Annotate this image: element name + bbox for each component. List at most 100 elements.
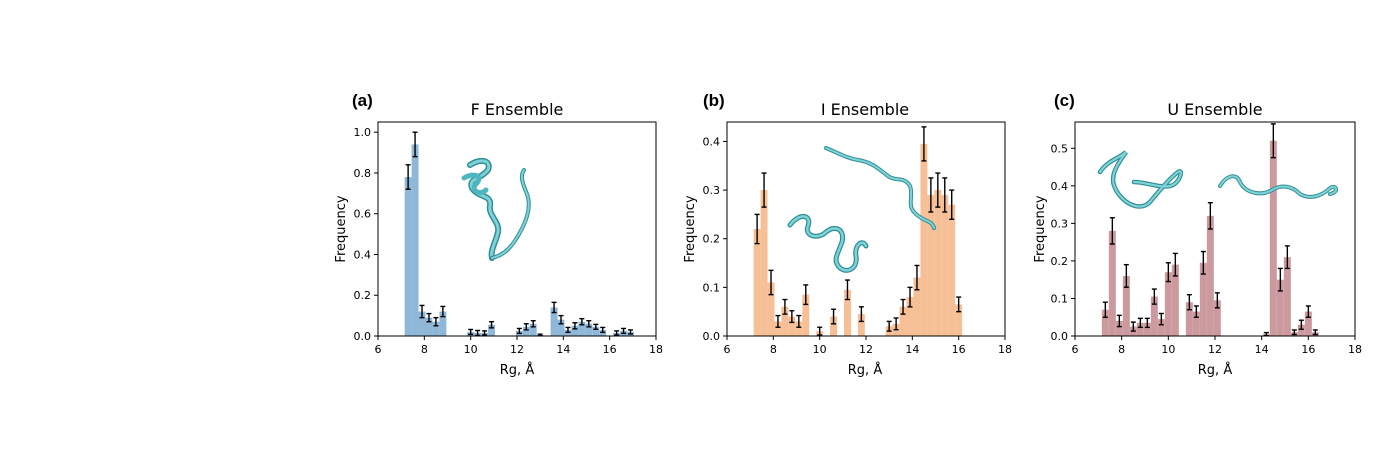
bar-u	[1157, 319, 1165, 336]
panel-u-ensemble: (c) U Ensemble Rg, Å Frequency 6 8 10 12 14 1…	[1033, 91, 1362, 378]
error-bar-u	[1284, 245, 1290, 270]
bar-u	[1192, 311, 1200, 336]
bar-f	[578, 321, 586, 336]
y-tick-label: 0.4	[1051, 180, 1069, 193]
bar-i	[920, 143, 928, 336]
error-bar-u	[1102, 301, 1108, 318]
y-tick-label: 0.5	[1051, 142, 1069, 155]
error-bar-i	[935, 172, 941, 208]
error-bar-i	[796, 314, 802, 328]
x-tick-label: 10	[464, 343, 478, 356]
bar-i	[948, 204, 956, 336]
bar-u	[1101, 309, 1109, 336]
x-tick-label: 18	[998, 343, 1012, 356]
error-bar-i	[803, 284, 809, 306]
error-bar-f	[565, 326, 571, 334]
error-bar-i	[789, 310, 795, 324]
x-tick-label: 12	[510, 343, 524, 356]
bar-i	[767, 282, 775, 336]
error-bar-u	[1312, 329, 1318, 336]
y-tick-label: 0.2	[1051, 255, 1069, 268]
y-tick-label: 0.4	[354, 248, 372, 261]
error-bar-u	[1207, 202, 1213, 230]
x-axis-label-f: Rg, Å	[500, 362, 535, 378]
y-axis-label-f: Frequency	[334, 195, 349, 262]
bar-i	[899, 306, 907, 336]
plot-frame	[377, 121, 657, 337]
bar-u	[1213, 300, 1221, 336]
bar-f	[418, 311, 426, 336]
bar-i	[788, 316, 796, 336]
x-tick-label: 16	[603, 343, 617, 356]
y-tick-label: 0.2	[703, 233, 721, 246]
error-bar-f	[433, 316, 439, 327]
bar-i	[781, 306, 789, 336]
bar-u	[1304, 311, 1312, 336]
error-bar-u	[1144, 317, 1150, 329]
error-bar-f	[593, 323, 599, 330]
x-tick-label: 8	[770, 343, 777, 356]
error-bar-i	[949, 189, 955, 220]
error-bar-i	[914, 264, 920, 291]
error-bar-u	[1298, 319, 1304, 330]
chart-title-f: F Ensemble	[471, 100, 564, 119]
x-axis-label-i: Rg, Å	[848, 362, 883, 378]
error-bar-u	[1137, 317, 1143, 329]
bar-f	[432, 321, 440, 336]
bar-f	[404, 177, 412, 336]
bars-f	[404, 144, 634, 336]
panel-f-ensemble: (a) F Ensemble Rg, Å Frequency 6 8 10 12 14 1…	[334, 91, 663, 378]
bar-f	[592, 326, 600, 336]
x-tick-label: 12	[1208, 343, 1222, 356]
error-bar-f	[489, 321, 495, 329]
bar-f	[571, 325, 579, 336]
error-bar-i	[817, 326, 823, 336]
error-bar-i	[921, 126, 927, 162]
error-bar-f	[530, 320, 536, 328]
error-bar-f	[426, 312, 432, 323]
bar-u	[1199, 262, 1207, 336]
bar-f	[522, 326, 530, 336]
error-bar-u	[1158, 312, 1164, 326]
error-bar-u	[1123, 263, 1129, 288]
error-bar-i	[942, 177, 948, 213]
bar-u	[1150, 296, 1158, 336]
error-bar-i	[900, 298, 906, 315]
bar-f	[411, 144, 419, 336]
error-bar-f	[628, 329, 634, 335]
x-tick-label: 6	[724, 343, 731, 356]
error-bar-i	[928, 177, 934, 213]
error-bar-i	[754, 213, 760, 245]
bar-u	[1164, 272, 1172, 336]
y-tick-label: 0.8	[354, 167, 372, 180]
error-bar-f	[586, 320, 592, 328]
chart-title-u: U Ensemble	[1167, 100, 1262, 119]
x-tick-label: 18	[1348, 343, 1362, 356]
error-bar-u	[1277, 267, 1283, 292]
bar-i	[760, 190, 768, 336]
bar-f	[488, 324, 495, 336]
bar-u	[1171, 264, 1179, 336]
error-bar-u	[1305, 305, 1311, 318]
error-bars-f	[405, 131, 634, 337]
x-tick-label: 6	[375, 343, 382, 356]
error-bar-f	[405, 164, 411, 190]
error-bars-i	[754, 126, 962, 336]
bar-i	[830, 316, 838, 336]
bar-i	[795, 321, 803, 336]
error-bar-f	[412, 131, 418, 158]
bar-i	[927, 194, 935, 336]
protein-structure-illustration	[787, 146, 936, 273]
y-tick-label: 0.6	[354, 208, 372, 221]
y-tick-label: 0.1	[703, 281, 721, 294]
error-bar-i	[893, 317, 899, 331]
bar-u	[1122, 275, 1130, 336]
bar-u	[1206, 215, 1214, 336]
error-bar-i	[858, 306, 864, 323]
bar-f	[439, 311, 447, 336]
x-tick-label: 8	[421, 343, 428, 356]
error-bar-i	[782, 298, 788, 315]
error-bar-f	[419, 304, 425, 319]
error-bar-u	[1165, 262, 1171, 283]
bar-i	[906, 297, 914, 336]
